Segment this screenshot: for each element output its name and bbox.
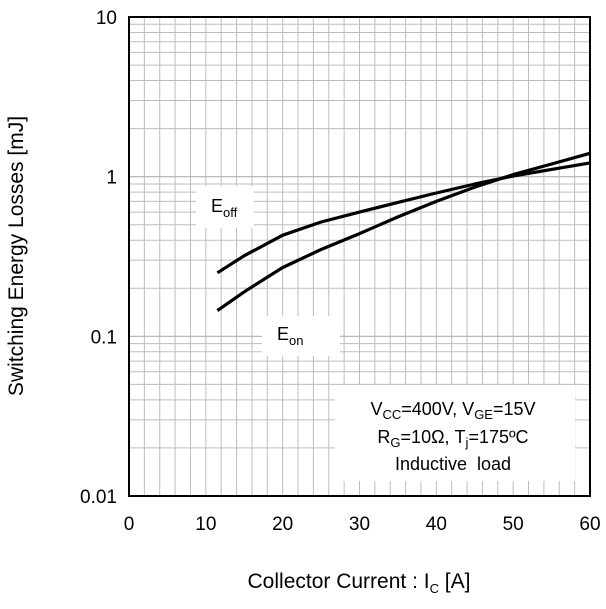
eoff-label-main: E [211,196,223,216]
y-axis-title: Switching Energy Losses [mJ] [5,116,28,396]
rg-symbol: R [377,427,390,447]
x-axis-title-sub: C [430,581,439,596]
eon-label-background [262,316,340,356]
series-line-eoff [216,161,591,275]
eon-label: Eon [277,324,303,348]
rg-value: =10Ω, [401,427,455,447]
tj-value: =175ºC [468,427,528,447]
x-tick-label: 60 [579,514,600,535]
eoff-label: Eoff [211,196,238,220]
y-tick-label: 0.01 [80,487,117,508]
x-tick-label: 50 [503,514,524,535]
curves [216,151,591,312]
conditions-background [335,385,575,481]
series-line-eon [216,151,591,312]
rg-subscript: G [390,435,400,450]
y-tick-label: 0.1 [91,327,117,348]
vge-value: =15V [493,399,536,419]
vcc-subscript: CC [382,407,401,422]
x-tick-labels: 0 10 20 30 40 50 60 [124,514,601,535]
eoff-label-sub: off [223,205,238,220]
conditions-line-2: RG=10Ω, Tj=175ºC [377,427,528,450]
x-tick-label: 0 [124,514,135,535]
vcc-value: =400V, [401,399,462,419]
eon-label-main: E [277,324,289,344]
x-tick-label: 10 [195,514,216,535]
tj-subscript: j [465,435,469,450]
vge-symbol: V [462,399,474,419]
eon-label-sub: on [289,333,303,348]
eoff-label-background [196,186,254,228]
plot-frame [128,16,591,497]
x-tick-label: 30 [349,514,370,535]
x-axis-title: Collector Current : IC [A] [248,570,471,596]
x-axis-title-main: Collector Current : I [248,570,430,593]
vge-subscript: GE [474,407,493,422]
x-axis-title-unit: [A] [439,570,471,593]
y-tick-label: 10 [96,8,117,29]
x-tick-label: 40 [426,514,447,535]
y-tick-label: 1 [106,168,117,189]
y-tick-labels: 0.01 0.1 1 10 [80,8,117,508]
x-tick-label: 20 [272,514,293,535]
conditions-line-1: VCC=400V, VGE=15V [370,399,535,422]
tj-symbol: T [455,427,466,447]
vcc-symbol: V [370,399,382,419]
conditions-line-3: Inductive load [395,454,511,474]
